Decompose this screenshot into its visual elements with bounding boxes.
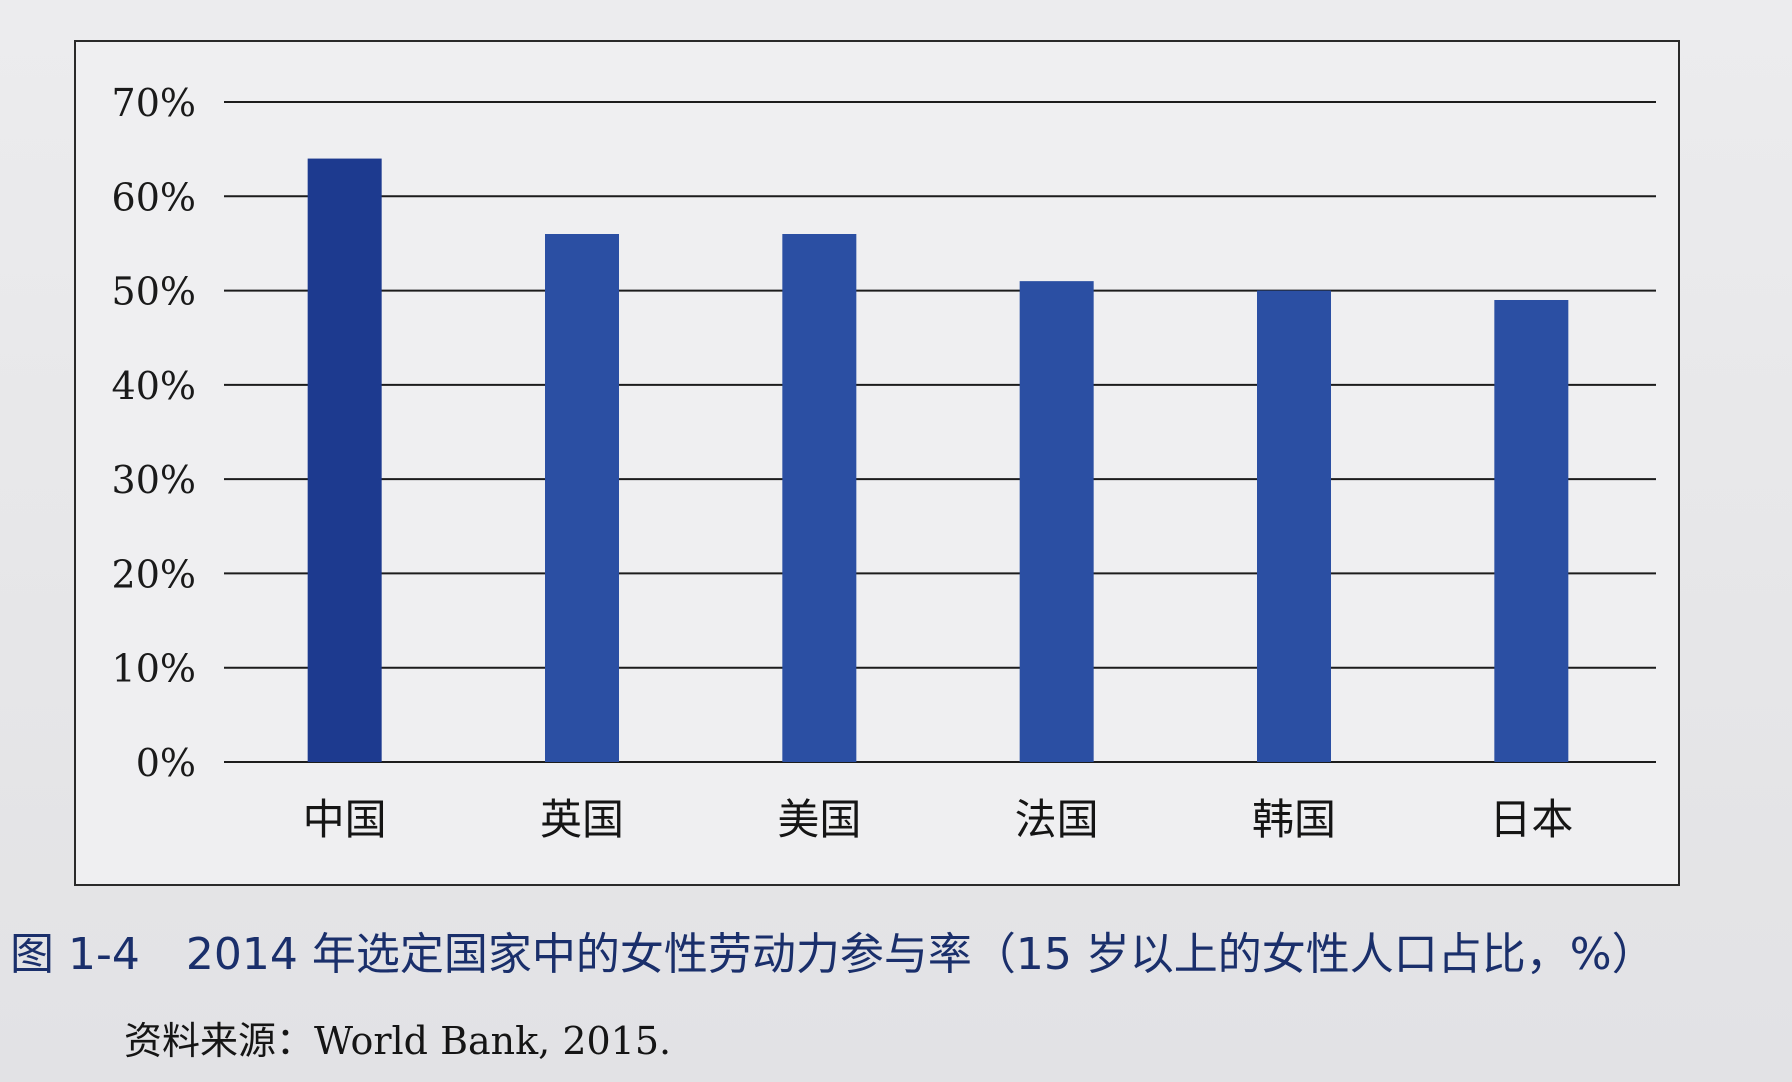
source-note: 资料来源：World Bank, 2015. [124,1019,672,1063]
figure-number: 图 1-4 [10,929,140,980]
bar [307,158,382,763]
bar [1019,281,1094,762]
y-tick-label: 60% [112,175,196,219]
y-tick-label: 50% [112,270,196,314]
y-axis-ticks: 0% 10% 20% 30% 40% 50% 60% 70% [112,81,196,785]
figure-caption: 图 1-4 2014 年选定国家中的女性劳动力参与率（15 岁以上的女性人口占比，… [10,918,1656,982]
y-tick-label: 10% [112,647,196,691]
x-tick-label: 中国 [303,795,387,844]
x-tick-label: 美国 [777,795,861,844]
bar [545,234,619,762]
bar [1257,290,1331,762]
y-tick-label: 20% [112,552,196,596]
bar [1494,300,1569,762]
gridlines [224,101,1656,763]
figure-title: 2014 年选定国家中的女性劳动力参与率（15 岁以上的女性人口占比，%） [185,929,1656,980]
x-tick-label: 法国 [1015,795,1099,844]
y-tick-label: 40% [112,364,196,408]
y-tick-label: 30% [112,458,196,502]
bar [782,234,857,762]
x-tick-label: 英国 [540,795,624,844]
x-tick-label: 韩国 [1252,795,1336,844]
x-tick-label: 日本 [1489,795,1573,844]
y-tick-label: 70% [112,81,196,125]
x-axis-labels: 中国 英国 美国 法国 韩国 日本 [303,795,1574,844]
y-tick-label: 0% [136,741,196,785]
bar-chart: 0% 10% 20% 30% 40% 50% 60% 70% 中国 英国 美国 法国 韩国 日本 [112,81,1656,844]
bars [307,158,1569,763]
